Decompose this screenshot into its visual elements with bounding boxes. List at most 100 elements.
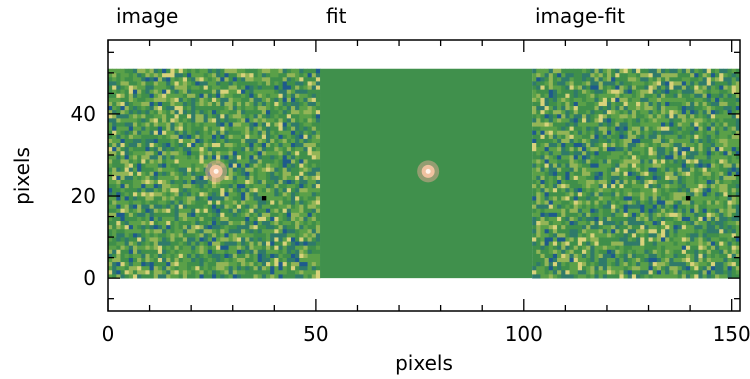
heatmap-cell: [573, 146, 579, 152]
heatmap-cell: [132, 72, 138, 78]
heatmap-cell: [681, 237, 687, 242]
heatmap-cell: [723, 274, 728, 279]
heatmap-cell: [611, 138, 616, 144]
heatmap-cell: [245, 265, 250, 271]
heatmap-cell: [257, 105, 263, 111]
heatmap-cell: [224, 154, 229, 160]
heatmap-cell: [665, 81, 670, 86]
heatmap-cell: [715, 269, 720, 275]
heatmap-cell: [685, 150, 691, 156]
heatmap-cell: [224, 163, 229, 168]
heatmap-cell: [552, 208, 558, 213]
heatmap-cell: [224, 187, 229, 193]
heatmap-cell: [249, 130, 254, 135]
heatmap-cell: [157, 113, 163, 119]
heatmap-cell: [536, 196, 541, 201]
heatmap-cell: [611, 274, 616, 279]
heatmap-cell: [232, 245, 238, 250]
heatmap-cell: [548, 212, 554, 217]
heatmap-cell: [120, 85, 125, 90]
heatmap-cell: [224, 232, 229, 238]
heatmap-cell: [586, 261, 591, 267]
heatmap-cell: [586, 167, 591, 172]
heatmap-cell: [137, 200, 142, 205]
heatmap-cell: [532, 257, 537, 263]
heatmap-cell: [187, 183, 192, 189]
heatmap-cell: [211, 274, 217, 279]
heatmap-cell: [270, 183, 275, 189]
heatmap-cell: [295, 68, 300, 74]
heatmap-cell: [606, 142, 612, 148]
heatmap-cell: [182, 196, 188, 201]
heatmap-cell: [582, 196, 587, 201]
heatmap-cell: [178, 208, 184, 213]
heatmap-cell: [236, 159, 242, 164]
heatmap-cell: [606, 269, 612, 275]
heatmap-cell: [162, 228, 167, 234]
heatmap-cell: [656, 237, 662, 242]
heatmap-cell: [236, 126, 242, 131]
heatmap-cell: [311, 150, 317, 156]
heatmap-cell: [569, 138, 575, 144]
heatmap-cell: [236, 228, 242, 234]
heatmap-cell: [577, 154, 583, 160]
heatmap-cell: [207, 142, 213, 148]
heatmap-cell: [286, 228, 292, 234]
heatmap-cell: [224, 228, 229, 234]
heatmap-cell: [257, 228, 263, 234]
heatmap-cell: [137, 134, 142, 139]
heatmap-cell: [690, 249, 695, 254]
heatmap-cell: [311, 76, 317, 82]
heatmap-cell: [174, 175, 180, 180]
heatmap-cell: [685, 191, 691, 197]
heatmap-cell: [665, 118, 670, 123]
heatmap-cell: [548, 232, 554, 238]
heatmap-cell: [249, 175, 254, 180]
heatmap-cell: [677, 175, 683, 180]
heatmap-cell: [187, 167, 192, 172]
heatmap-cell: [249, 76, 254, 82]
heatmap-cell: [640, 265, 645, 271]
heatmap-cell: [195, 179, 200, 185]
heatmap-cell: [116, 142, 121, 148]
heatmap-cell: [673, 253, 678, 258]
heatmap-cell: [706, 146, 712, 152]
heatmap-cell: [228, 101, 234, 107]
heatmap-cell: [266, 253, 271, 258]
heatmap-cell: [548, 241, 554, 246]
heatmap-cell: [548, 220, 554, 226]
heatmap-cell: [261, 81, 267, 86]
heatmap-cell: [261, 249, 267, 254]
heatmap-cell: [174, 138, 180, 144]
heatmap-cell: [677, 204, 683, 209]
heatmap-cell: [245, 134, 250, 139]
heatmap-cell: [245, 76, 250, 82]
heatmap-cell: [182, 232, 188, 238]
heatmap-cell: [315, 68, 321, 74]
heatmap-cell: [602, 146, 608, 152]
heatmap-cell: [652, 81, 658, 86]
heatmap-cell: [673, 261, 678, 267]
heatmap-cell: [199, 130, 204, 135]
heatmap-cell: [661, 265, 666, 271]
heatmap-cell: [286, 130, 292, 135]
heatmap-cell: [602, 241, 608, 246]
heatmap-cell: [149, 216, 155, 222]
heatmap-cell: [170, 265, 175, 271]
heatmap-cell: [540, 126, 545, 131]
heatmap-cell: [174, 126, 180, 131]
heatmap-cell: [178, 265, 184, 271]
heatmap-cell: [120, 159, 125, 164]
heatmap-cell: [286, 109, 292, 115]
heatmap-cell: [245, 228, 250, 234]
heatmap-cell: [656, 228, 662, 234]
heatmap-cell: [232, 269, 238, 275]
heatmap-cell: [266, 146, 271, 152]
heatmap-cell: [561, 81, 566, 86]
heatmap-cell: [677, 261, 683, 267]
heatmap-cell: [702, 93, 708, 98]
heatmap-cell: [606, 171, 612, 176]
heatmap-cell: [162, 220, 167, 226]
heatmap-cell: [706, 122, 712, 127]
heatmap-cell: [266, 196, 271, 201]
